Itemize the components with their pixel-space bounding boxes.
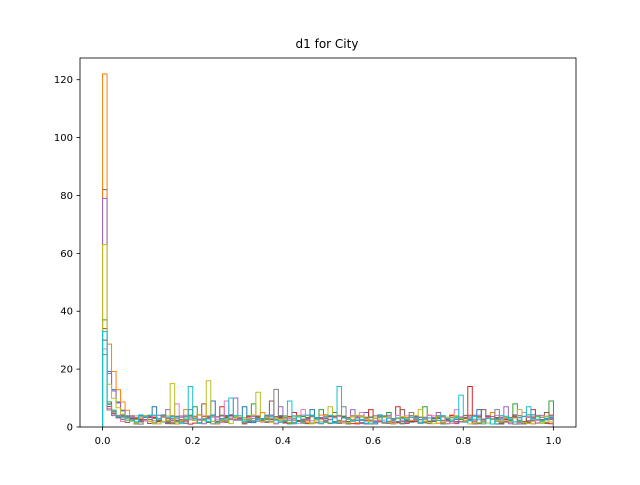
x-tick-label: 0.8: [455, 436, 471, 447]
y-tick-label: 60: [60, 249, 73, 260]
y-tick-label: 20: [60, 365, 73, 376]
plot-frame: [79, 57, 577, 428]
series-9-step-histogram: [102, 244, 554, 427]
x-tick-label: 1.0: [546, 436, 562, 447]
x-tick-label: 0.4: [275, 436, 291, 447]
series-layer: [102, 73, 554, 427]
x-tick-label: 0.6: [365, 436, 381, 447]
axes-layer: 0.0 0.2 0.4 0.6 0.8 1.0 0 20 40 60 80 100 120: [54, 57, 577, 447]
series-8-step-histogram: [102, 354, 554, 427]
series-2-step-histogram: [102, 73, 554, 427]
series-10-step-histogram: [102, 330, 554, 427]
x-tick-label: 0.0: [95, 436, 111, 447]
y-tick-label: 40: [60, 307, 73, 318]
chart-title: d1 for City: [296, 37, 359, 51]
y-tick-label: 80: [60, 191, 73, 202]
y-tick-label: 0: [67, 423, 73, 434]
y-tick-label: 100: [54, 133, 73, 144]
y-tick-label: 120: [54, 75, 73, 86]
x-tick-label: 0.2: [185, 436, 201, 447]
